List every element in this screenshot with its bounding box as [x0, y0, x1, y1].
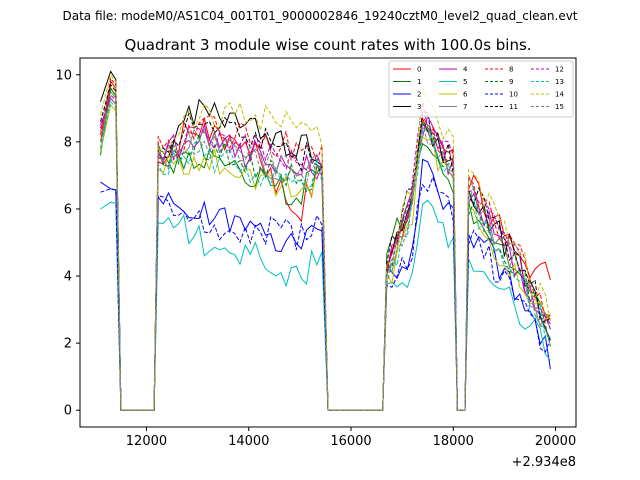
series-line-4 — [100, 97, 551, 411]
series-line-14 — [100, 73, 551, 411]
legend-label-2: 2 — [417, 91, 421, 99]
y-axis: 0 2 4 6 8 10 — [55, 68, 80, 419]
series-line-3 — [100, 70, 551, 411]
series-line-15 — [100, 97, 551, 411]
legend-label-10: 10 — [509, 91, 518, 99]
y-tick-label: 6 — [64, 202, 72, 217]
legend-label-0: 0 — [417, 66, 421, 74]
legend-frame — [388, 60, 574, 118]
legend-label-14: 14 — [555, 91, 564, 99]
legend-label-7: 7 — [463, 103, 467, 111]
series-line-12 — [100, 93, 551, 411]
x-tick-label: 16000 — [330, 434, 371, 449]
x-tick-label: 18000 — [433, 434, 474, 449]
series-line-9 — [100, 86, 551, 411]
legend-label-12: 12 — [555, 66, 564, 74]
axes-frame — [79, 57, 577, 428]
x-tick-label: 14000 — [228, 434, 269, 449]
series-line-7 — [100, 90, 551, 411]
plot-area — [100, 70, 551, 411]
x-tick-label: 12000 — [126, 434, 167, 449]
series-line-13 — [100, 100, 551, 411]
chart-title: Quadrant 3 module wise count rates with … — [124, 36, 531, 54]
series-line-11 — [100, 83, 551, 411]
legend-label-8: 8 — [509, 66, 513, 74]
y-tick-label: 2 — [64, 337, 72, 352]
legend-label-9: 9 — [509, 78, 513, 86]
legend-label-13: 13 — [555, 78, 564, 86]
legend-label-11: 11 — [509, 103, 518, 111]
legend-label-5: 5 — [463, 78, 467, 86]
x-tick-label: 20000 — [535, 434, 576, 449]
legend-label-3: 3 — [417, 103, 421, 111]
series-line-6 — [100, 103, 551, 411]
legend-label-6: 6 — [463, 91, 468, 99]
series-line-10 — [100, 175, 551, 411]
x-offset-label: +2.934e8 — [512, 455, 576, 470]
legend-label-4: 4 — [463, 66, 468, 74]
y-tick-label: 0 — [64, 404, 72, 419]
series-line-1 — [100, 86, 551, 411]
y-tick-label: 8 — [64, 135, 72, 150]
x-axis: 12000 14000 16000 18000 20000 — [126, 427, 576, 449]
series-line-0 — [100, 80, 551, 411]
y-tick-label: 4 — [64, 270, 72, 285]
legend-label-15: 15 — [555, 103, 564, 111]
series-line-5 — [100, 199, 551, 411]
y-tick-label: 10 — [55, 68, 72, 83]
figure-suptitle: Data file: modeM0/AS1C04_001T01_90000028… — [62, 9, 577, 23]
legend-label-1: 1 — [417, 78, 421, 86]
series-line-8 — [100, 76, 551, 411]
